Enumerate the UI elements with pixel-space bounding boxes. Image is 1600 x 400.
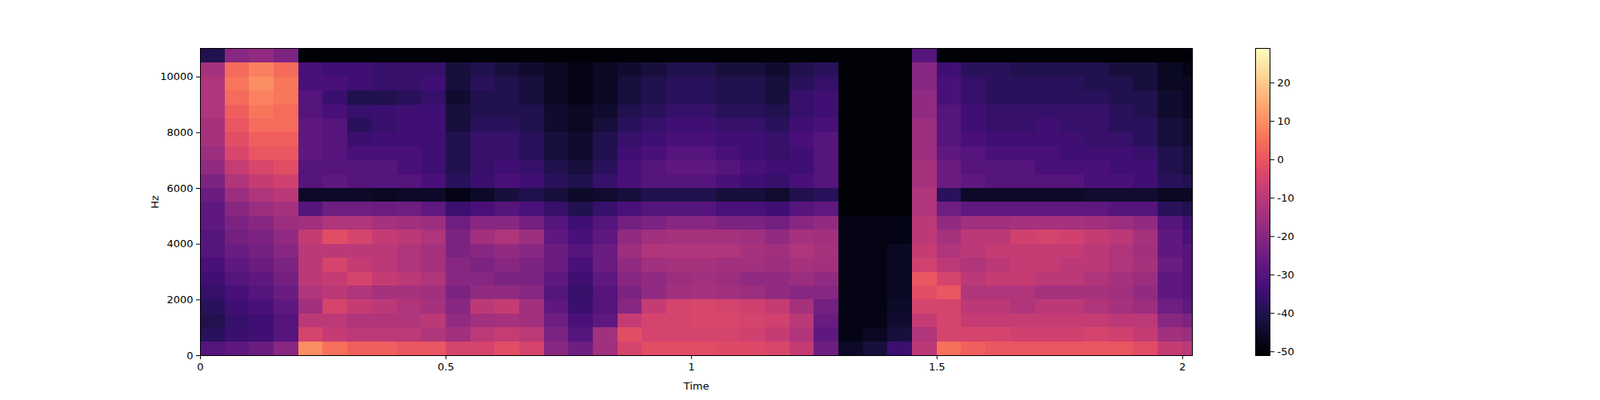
svg-text:1: 1 <box>688 360 695 373</box>
svg-text:-10: -10 <box>1277 192 1295 204</box>
svg-text:0: 0 <box>1277 153 1284 166</box>
svg-text:-30: -30 <box>1277 268 1295 281</box>
svg-text:0.5: 0.5 <box>437 360 455 373</box>
svg-text:-20: -20 <box>1277 230 1295 243</box>
svg-text:8000: 8000 <box>166 126 193 139</box>
svg-text:-50: -50 <box>1277 345 1295 358</box>
svg-text:2: 2 <box>1179 360 1186 373</box>
svg-text:10000: 10000 <box>160 70 193 83</box>
svg-text:Hz: Hz <box>148 195 161 209</box>
svg-text:10: 10 <box>1277 115 1292 128</box>
svg-text:6000: 6000 <box>166 182 193 195</box>
svg-text:Time: Time <box>683 380 710 392</box>
svg-text:0: 0 <box>186 349 193 362</box>
svg-text:20: 20 <box>1277 76 1292 89</box>
svg-text:4000: 4000 <box>166 237 193 250</box>
svg-text:0: 0 <box>196 360 204 373</box>
svg-text:2000: 2000 <box>166 293 193 306</box>
svg-text:1.5: 1.5 <box>928 360 946 373</box>
svg-text:-40: -40 <box>1277 307 1295 320</box>
